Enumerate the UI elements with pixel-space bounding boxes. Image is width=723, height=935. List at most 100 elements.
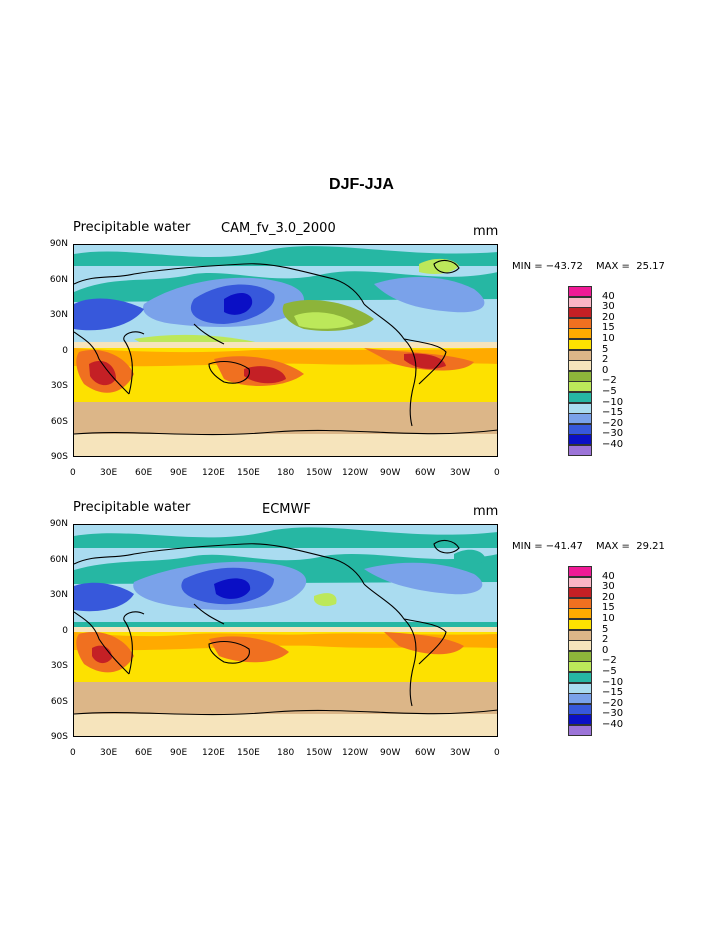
legend-swatch	[568, 317, 592, 329]
legend-swatch	[568, 587, 592, 599]
legend-level-label: 20	[602, 591, 615, 603]
x-tick-label: 120E	[202, 748, 225, 758]
x-tick-label: 30E	[100, 468, 118, 478]
y-tick-label: 0	[62, 346, 68, 356]
legend-swatch	[568, 445, 592, 456]
x-tick-label: 0	[70, 468, 76, 478]
legend-level-label: 5	[602, 623, 609, 635]
y-tick-label: 60S	[50, 697, 68, 707]
x-tick-label: 180	[277, 468, 295, 478]
x-tick-label: 30W	[450, 468, 471, 478]
min-label: MIN = −43.72	[512, 261, 583, 272]
legend-level-label: 30	[602, 301, 615, 313]
legend-swatch	[568, 360, 592, 372]
x-tick-label: 150E	[237, 748, 260, 758]
panel-units-label: mm	[473, 224, 499, 239]
legend-level-label: 0	[602, 644, 609, 656]
legend-level-label: −15	[602, 687, 624, 699]
legend-swatch	[568, 566, 592, 577]
map-plot	[74, 524, 498, 737]
legend-swatch	[568, 307, 592, 319]
max-label: MAX = 25.17	[596, 261, 665, 272]
legend-swatch	[568, 619, 592, 630]
legend-level-label: 15	[602, 322, 615, 334]
legend-swatch	[568, 576, 592, 588]
x-tick-label: 150E	[237, 468, 260, 478]
legend-level-label: 30	[602, 581, 615, 593]
panel-center-label: CAM_fv_3.0_2000	[221, 221, 336, 236]
y-tick-label: 60S	[50, 417, 68, 427]
legend-swatch	[568, 370, 592, 382]
legend-level-label: −40	[602, 439, 624, 450]
panel-center-label: ECMWF	[262, 502, 311, 517]
panel-units-label: mm	[473, 504, 499, 519]
legend-level-label: −40	[602, 719, 624, 730]
x-tick-label: 120W	[342, 468, 369, 478]
legend-level-label: 0	[602, 364, 609, 376]
x-tick-label: 120W	[342, 748, 369, 758]
legend-swatch	[568, 402, 592, 414]
legend-swatch	[568, 381, 592, 393]
legend-level-label: −20	[602, 697, 624, 709]
x-tick-label: 60E	[135, 468, 153, 478]
legend-swatch	[568, 714, 592, 726]
x-tick-label: 0	[494, 748, 500, 758]
min-label: MIN = −41.47	[512, 541, 583, 552]
legend-swatch	[568, 640, 592, 652]
x-tick-label: 60W	[415, 748, 436, 758]
legend-level-label: −10	[602, 676, 624, 688]
legend-level-label: −30	[602, 428, 624, 440]
x-tick-label: 150W	[306, 468, 333, 478]
panel-left-label: Precipitable water	[73, 220, 191, 235]
legend-level-label: 40	[602, 570, 615, 582]
legend-swatch	[568, 703, 592, 715]
legend-swatch	[568, 434, 592, 446]
legend-swatch	[568, 413, 592, 425]
map-panel-1: Precipitable water CAM_fv_3.0_2000 mm	[0, 216, 723, 478]
y-tick-label: 30S	[50, 661, 68, 671]
max-label: MAX = 29.21	[596, 541, 665, 552]
legend-level-label: 5	[602, 343, 609, 355]
legend-swatch	[568, 296, 592, 308]
x-tick-label: 60W	[415, 468, 436, 478]
x-tick-label: 90W	[380, 748, 401, 758]
legend-swatch	[568, 349, 592, 361]
legend-level-label: −2	[602, 375, 617, 387]
legend-swatch	[568, 328, 592, 340]
y-tick-label: 90S	[50, 452, 68, 462]
legend-swatch	[568, 286, 592, 297]
panel-left-label: Precipitable water	[73, 500, 191, 515]
y-tick-label: 90N	[49, 239, 68, 249]
figure-title: DJF-JJA	[329, 176, 394, 193]
legend-swatch	[568, 392, 592, 403]
map-panel-2: Precipitable water ECMWF mm	[0, 496, 723, 758]
x-tick-label: 90W	[380, 468, 401, 478]
legend-swatch	[568, 693, 592, 705]
legend-swatch	[568, 423, 592, 435]
legend-level-label: −15	[602, 407, 624, 419]
legend-level-label: −10	[602, 396, 624, 408]
legend-level-label: −30	[602, 708, 624, 720]
legend-swatch	[568, 661, 592, 673]
legend-swatch	[568, 682, 592, 694]
x-tick-label: 90E	[170, 468, 188, 478]
y-tick-label: 30N	[49, 310, 68, 320]
x-tick-label: 0	[70, 748, 76, 758]
y-tick-label: 90S	[50, 732, 68, 742]
legend-level-label: 20	[602, 311, 615, 323]
legend-swatch	[568, 608, 592, 620]
legend-level-label: −20	[602, 417, 624, 429]
legend-swatch	[568, 629, 592, 641]
contour-map	[74, 524, 498, 737]
legend-swatch	[568, 672, 592, 683]
x-tick-label: 30E	[100, 748, 118, 758]
y-tick-label: 30N	[49, 590, 68, 600]
x-tick-label: 120E	[202, 468, 225, 478]
legend-swatch	[568, 650, 592, 662]
x-tick-label: 150W	[306, 748, 333, 758]
y-tick-label: 90N	[49, 519, 68, 529]
legend-level-label: −2	[602, 655, 617, 667]
legend-swatch	[568, 339, 592, 350]
legend-level-label: 2	[602, 634, 609, 646]
x-tick-label: 30W	[450, 748, 471, 758]
